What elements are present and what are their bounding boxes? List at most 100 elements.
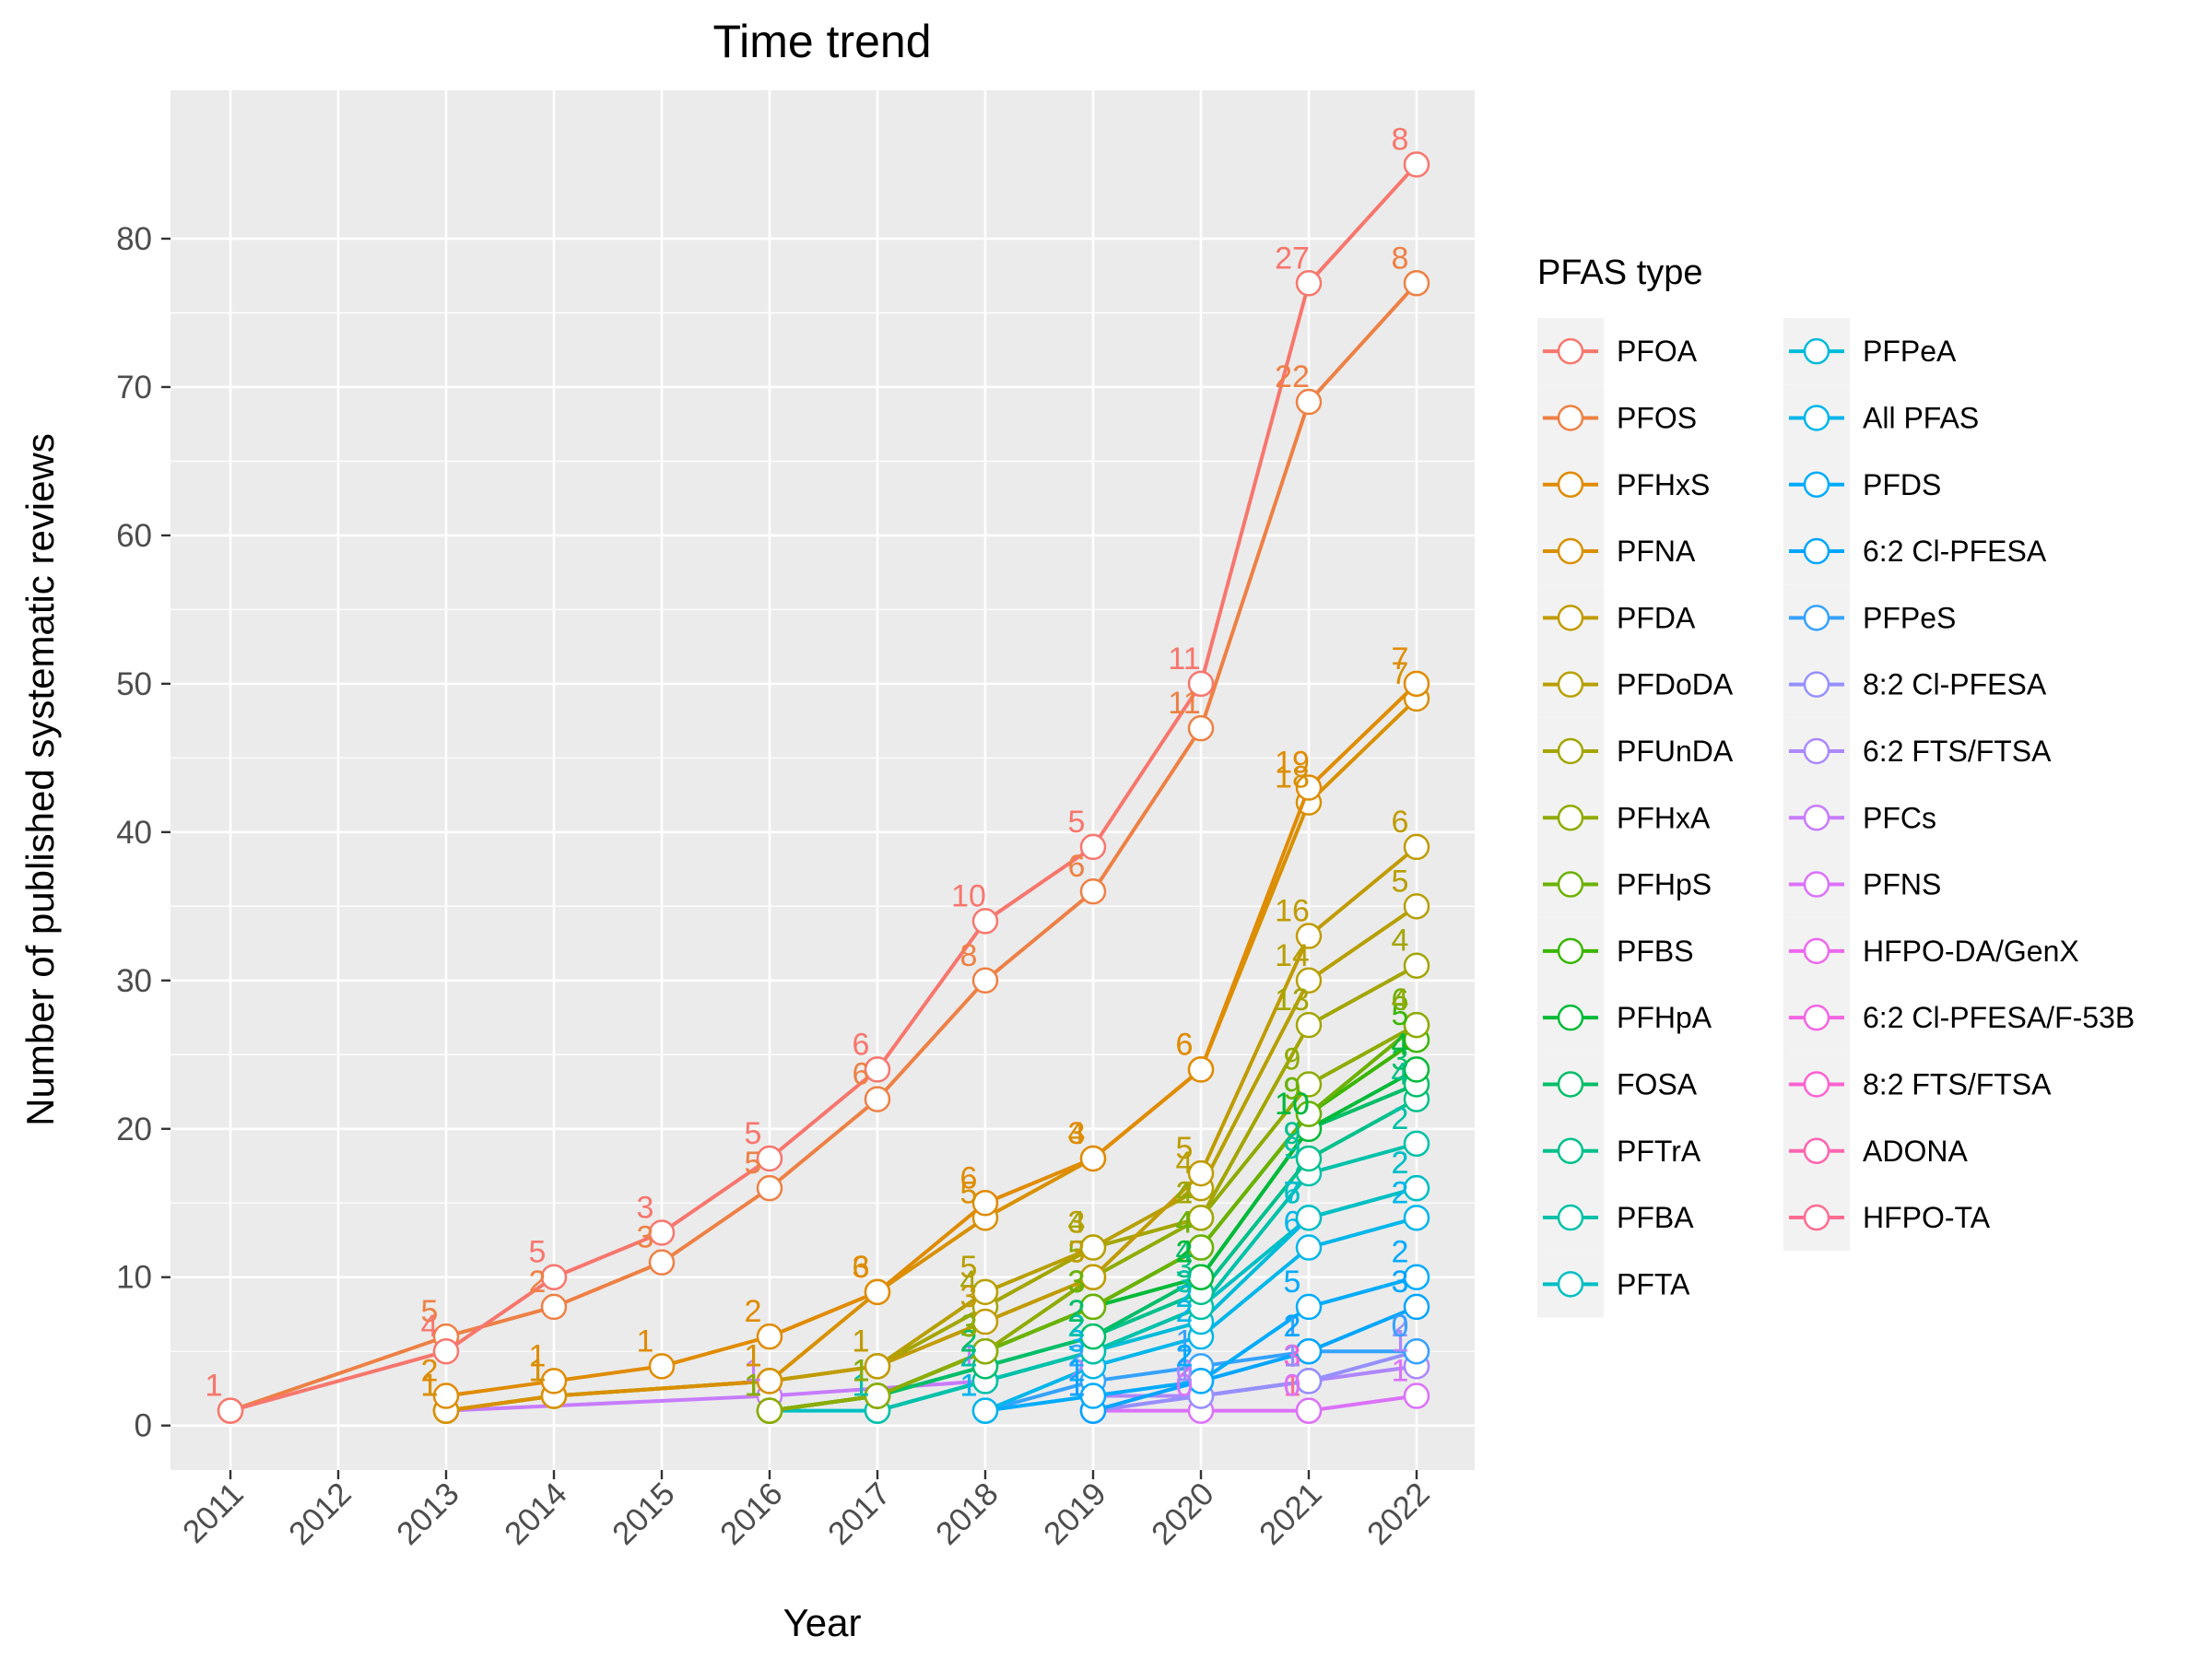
data-label: 3 [1284, 1338, 1301, 1373]
legend-key-point [1803, 337, 1830, 365]
legend-item-6-2-fts-ftsa: 6:2 FTS/FTSA [1783, 717, 2052, 785]
data-label: 1 [1284, 1309, 1301, 1344]
data-point [217, 1397, 244, 1424]
data-point [864, 1278, 891, 1306]
data-label: 3 [960, 1279, 978, 1314]
legend-key-point [1557, 671, 1584, 698]
data-point [1187, 1264, 1215, 1290]
data-label: 3 [1068, 1265, 1086, 1300]
legend-label: 8:2 FTS/FTSA [1863, 1067, 2052, 1100]
data-label: 1 [745, 1338, 762, 1373]
data-label: 1 [529, 1354, 547, 1389]
data-label: 19 [1275, 746, 1310, 781]
data-label: 4 [1392, 1027, 1409, 1062]
data-label: 1 [745, 1369, 762, 1404]
legend-label: PFHpS [1617, 868, 1712, 901]
data-label: 6 [1068, 849, 1086, 884]
legend-key-point [1557, 1137, 1584, 1164]
data-label: 1 [529, 1354, 547, 1389]
x-tick-label: 2022 [1360, 1476, 1437, 1552]
data-label: 2 [1068, 1309, 1086, 1344]
data-label: 4 [1176, 1206, 1194, 1241]
data-label: 1 [1068, 1369, 1086, 1404]
data-point [540, 1293, 568, 1321]
data-label: 3 [1068, 1206, 1086, 1241]
data-label: 4 [1392, 982, 1409, 1018]
data-label: 1 [853, 1354, 870, 1389]
y-tick-label: 20 [116, 1112, 152, 1147]
data-point [540, 1264, 568, 1290]
data-label: 4 [1176, 1206, 1194, 1241]
y-tick-label: 50 [116, 666, 152, 702]
legend-label: HFPO-DA/GenX [1863, 935, 2079, 968]
legend-key-point [1557, 1004, 1584, 1031]
data-point [1079, 1382, 1107, 1409]
legend-item-8-2-fts-ftsa: 8:2 FTS/FTSA [1783, 1051, 2052, 1118]
data-point [971, 967, 999, 994]
data-label: 1 [853, 1354, 870, 1389]
data-point [1295, 923, 1323, 949]
data-point [864, 1382, 891, 1409]
data-point [1295, 774, 1323, 801]
y-tick-label: 0 [135, 1408, 152, 1444]
x-tick-label: 2019 [1037, 1476, 1113, 1552]
x-tick-label: 2018 [929, 1476, 1006, 1552]
data-label: 6 [1392, 982, 1409, 1018]
x-tick-label: 2014 [498, 1476, 574, 1552]
data-label: 1 [853, 1324, 870, 1359]
data-label: 3 [960, 1309, 978, 1344]
data-label: 5 [1284, 1265, 1301, 1300]
data-point [648, 1249, 676, 1276]
legend-item-hfpo-ta: HFPO-TA [1783, 1183, 1991, 1252]
y-tick-label: 30 [116, 963, 152, 999]
data-point [540, 1368, 568, 1394]
data-label: 1 [745, 1338, 762, 1373]
data-point [1403, 151, 1430, 178]
data-point [1403, 1293, 1430, 1321]
data-label: 1 [1176, 1324, 1194, 1359]
data-point [971, 1337, 999, 1365]
legend-key-point [1557, 471, 1584, 498]
data-point [1295, 1011, 1323, 1039]
legend-item-all-pfas: All PFAS [1783, 384, 1979, 452]
data-label: 9 [1284, 1131, 1301, 1166]
data-label: 4 [1176, 1235, 1194, 1270]
data-label: 1 [421, 1369, 439, 1404]
data-label: 14 [1275, 938, 1310, 973]
series-pfoa [217, 151, 1430, 1424]
legend-label: PFPeS [1863, 601, 1956, 634]
legend-label: PFTA [1617, 1267, 1690, 1300]
data-label: 4 [1392, 1057, 1409, 1092]
x-tick-label: 2012 [282, 1476, 359, 1552]
data-point [864, 1056, 891, 1083]
data-label: 5 [745, 1116, 762, 1151]
legend: PFAS type PFOA PFOS PFHxS PFNA PFDA PFDoDA PFU… [1537, 253, 2135, 1318]
y-axis-title: Number of published systematic reviews [18, 433, 62, 1126]
legend-label: 6:2 Cl-PFESA [1863, 535, 2047, 568]
legend-items: PFOA PFOS PFHxS PFNA PFDA PFDoDA PFUnDA PFHxA PF… [1537, 318, 2135, 1318]
data-label: 1 [529, 1354, 547, 1389]
legend-label: PFHpA [1617, 1001, 1712, 1034]
legend-item-pfta: PFTA [1537, 1251, 1690, 1318]
legend-item-pfds: PFDS [1783, 451, 1941, 518]
legend-item-pfda: PFDA [1537, 584, 1696, 652]
data-point [756, 1174, 783, 1202]
data-label: 1 [960, 1369, 978, 1404]
data-label: 5 [960, 1250, 978, 1285]
data-label: 3 [1392, 1041, 1409, 1077]
data-label: 2 [1176, 1279, 1194, 1314]
data-label: 2 [1392, 1146, 1409, 1181]
legend-item-pfna: PFNA [1537, 517, 1696, 585]
data-label: 6 [1284, 1206, 1301, 1241]
data-label: 0 [1176, 1369, 1194, 1404]
data-label: 2 [1176, 1294, 1194, 1329]
legend-label: 6:2 FTS/FTSA [1863, 735, 2052, 768]
legend-item-fosa: FOSA [1537, 1051, 1698, 1118]
legend-item-adona: ADONA [1783, 1117, 1968, 1184]
data-point [971, 1308, 999, 1335]
data-label: 2 [960, 1338, 978, 1373]
data-label: 6 [853, 1027, 870, 1062]
legend-label: HFPO-TA [1863, 1201, 1991, 1234]
y-tick-label: 60 [116, 518, 152, 554]
